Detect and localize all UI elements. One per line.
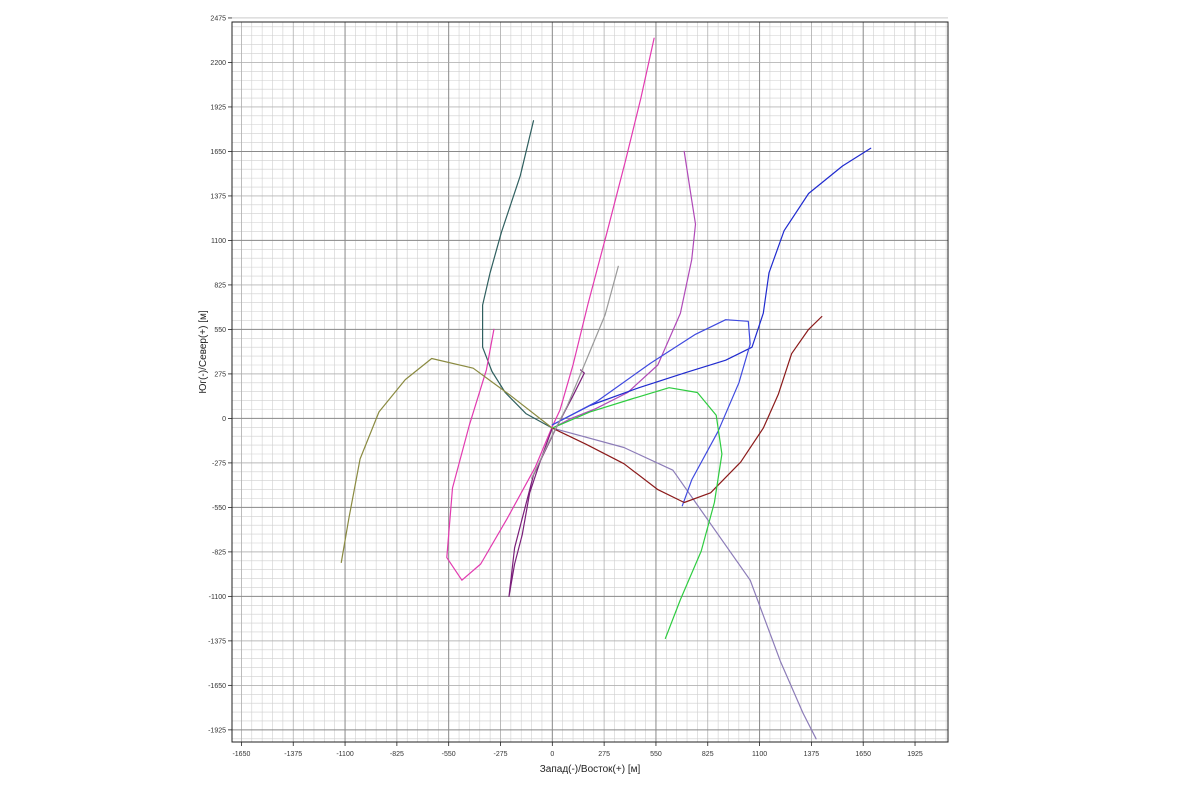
series-line-2 xyxy=(446,37,655,581)
y-tick-label: -1100 xyxy=(209,594,226,601)
y-tick-label: 1375 xyxy=(210,193,226,200)
series-line-7 xyxy=(551,319,751,507)
x-tick-label: 1925 xyxy=(907,751,923,758)
y-tick-label: 1650 xyxy=(210,149,226,156)
x-tick-label: -1375 xyxy=(284,751,302,758)
y-axis-ticks: 2475 2200 1925 1650 1375 1100 825 550 275 0 -275 -5… xyxy=(208,15,232,734)
x-tick-label: -550 xyxy=(442,751,456,758)
y-tick-label: -1650 xyxy=(208,683,226,690)
y-tick-label: -1925 xyxy=(208,727,226,734)
x-tick-label: 825 xyxy=(702,751,714,758)
series-line-5 xyxy=(508,369,585,598)
x-tick-label: 550 xyxy=(650,751,662,758)
series-line-6 xyxy=(551,147,872,426)
y-tick-label: 2200 xyxy=(210,60,226,67)
x-tick-label: 1100 xyxy=(752,751,767,758)
y-tick-label: 550 xyxy=(214,327,226,334)
x-tick-label: 1375 xyxy=(804,751,820,758)
series-line-1 xyxy=(482,120,553,429)
y-tick-label: -825 xyxy=(212,549,226,556)
x-tick-label: -1100 xyxy=(336,751,353,758)
y-tick-label: 825 xyxy=(214,282,226,289)
y-tick-label: 1925 xyxy=(210,104,226,111)
y-tick-label: 2475 xyxy=(210,15,226,22)
y-tick-label: 0 xyxy=(222,416,226,423)
plot-frame xyxy=(231,21,949,743)
major-grid xyxy=(232,17,948,742)
series-line-11 xyxy=(530,265,619,479)
y-tick-label: -1375 xyxy=(208,638,226,645)
y-tick-label: 275 xyxy=(214,371,226,378)
series-line-3 xyxy=(551,150,697,429)
x-tick-label: -825 xyxy=(390,751,404,758)
x-tick-label: -275 xyxy=(493,751,507,758)
series-line-4 xyxy=(551,427,817,740)
series-line-8 xyxy=(551,315,823,504)
y-tick-label: 1100 xyxy=(211,238,226,245)
series-line-9 xyxy=(551,387,723,640)
series-line-10 xyxy=(340,357,553,564)
x-tick-label: 1650 xyxy=(855,751,871,758)
y-tick-label: -550 xyxy=(212,505,226,512)
x-axis-title: Запад(-)/Восток(+) [м] xyxy=(540,764,641,775)
y-axis-title: Юг(-)/Север(+) [м] xyxy=(198,310,209,394)
x-tick-label: 0 xyxy=(550,751,554,758)
y-tick-label: -275 xyxy=(212,460,226,467)
x-tick-label: -1650 xyxy=(232,751,250,758)
x-tick-label: 275 xyxy=(598,751,610,758)
minor-grid xyxy=(232,22,948,742)
series-lines xyxy=(340,37,872,740)
x-axis-ticks: -1650 -1375 -1100 -825 -550 -275 0 275 550 825 110… xyxy=(232,742,923,758)
